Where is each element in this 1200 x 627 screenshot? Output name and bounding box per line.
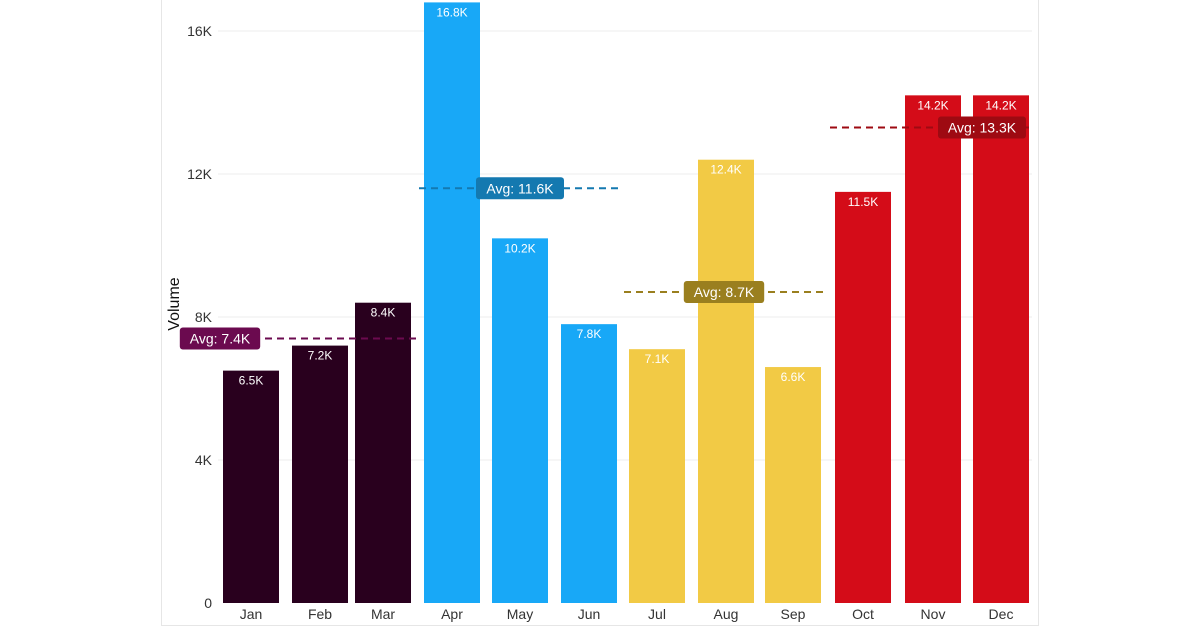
y-tick-label: 8K xyxy=(195,309,213,325)
x-tick-label: Jun xyxy=(578,606,601,622)
average-label: Avg: 7.4K xyxy=(190,330,251,346)
bar-jun xyxy=(561,324,617,603)
x-tick-label: May xyxy=(507,606,533,622)
bar-value-label: 7.8K xyxy=(577,327,602,341)
x-tick-label: Jul xyxy=(648,606,666,622)
grid-lines xyxy=(218,30,1032,461)
bar-value-label: 11.5K xyxy=(848,195,878,209)
bar-sep xyxy=(765,367,821,603)
bar-may xyxy=(492,238,548,603)
average-badge xyxy=(179,327,261,350)
y-axis-label: Volume xyxy=(166,277,183,330)
y-tick-label: 12K xyxy=(187,166,213,182)
average-label: Avg: 11.6K xyxy=(486,180,554,196)
x-tick-label: Feb xyxy=(308,606,332,622)
average-badge xyxy=(476,177,564,200)
bar-value-label: 16.8K xyxy=(436,5,467,19)
average-badge xyxy=(683,280,765,303)
average-lines: Avg: 7.4K Avg: 11.6K Avg: 8.7K Avg: 13.3K xyxy=(179,116,1032,350)
x-tick-label: Aug xyxy=(714,606,739,622)
x-tick-label: Sep xyxy=(781,606,806,622)
bar-value-label: 6.5K xyxy=(239,374,264,388)
bar-feb xyxy=(292,345,348,603)
x-tick-label: Oct xyxy=(852,606,874,622)
y-tick-label: 0 xyxy=(204,595,212,611)
y-tick-label: 16K xyxy=(187,23,213,39)
bar-nov xyxy=(905,95,961,603)
x-tick-label: Dec xyxy=(989,606,1014,622)
chart-frame: 6.5K 7.2K 8.4K 16.8K 10.2K 7.8K 7.1K 12.4K 6.6K 1… xyxy=(161,0,1039,626)
bar-value-label: 7.1K xyxy=(645,352,670,366)
x-tick-label: Jan xyxy=(240,606,263,622)
bar-value-label: 8.4K xyxy=(371,306,396,320)
bar-mar xyxy=(355,302,411,603)
bar-chart: 6.5K 7.2K 8.4K 16.8K 10.2K 7.8K 7.1K 12.4K 6.6K 1… xyxy=(166,2,1032,622)
average-label: Avg: 13.3K xyxy=(948,120,1017,136)
bar-dec xyxy=(973,95,1029,603)
bar-jul xyxy=(629,349,685,603)
bar-value-label: 14.2K xyxy=(917,98,948,112)
axes: 0 4K 8K 12K 16K Jan Feb Mar Apr May Jun Jul Aug Sep Oc… xyxy=(187,23,1013,622)
bar-value-label: 7.2K xyxy=(308,349,333,363)
bar-value-label: 10.2K xyxy=(504,241,535,255)
y-tick-label: 4K xyxy=(195,452,213,468)
bar-value-label: 6.6K xyxy=(781,370,806,384)
bar-value-label: 14.2K xyxy=(985,98,1016,112)
x-tick-label: Mar xyxy=(371,606,395,622)
bar-jan xyxy=(223,370,279,603)
bar-oct xyxy=(835,191,891,603)
average-badge xyxy=(938,116,1026,139)
bar-aug xyxy=(698,159,754,603)
bars: 6.5K 7.2K 8.4K 16.8K 10.2K 7.8K 7.1K 12.4K 6.6K 1… xyxy=(223,2,1029,603)
x-tick-label: Nov xyxy=(921,606,946,622)
bar-apr xyxy=(424,2,480,603)
average-label: Avg: 8.7K xyxy=(694,284,755,300)
bar-value-label: 12.4K xyxy=(710,163,741,177)
x-tick-label: Apr xyxy=(441,606,463,622)
